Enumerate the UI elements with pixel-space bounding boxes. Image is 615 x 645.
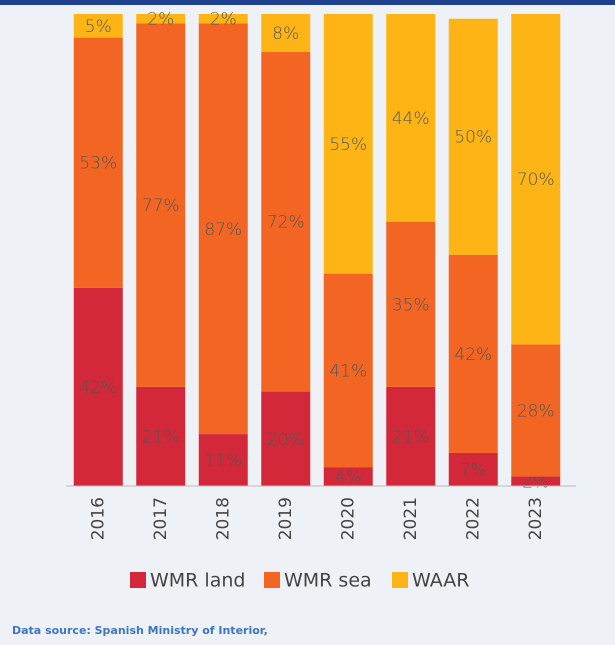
- bar-segment: [198, 23, 248, 435]
- data-label: 42%: [79, 378, 117, 398]
- bar-segment: [386, 14, 436, 222]
- x-tick-label: 2016: [88, 497, 108, 540]
- bar-segment: [198, 14, 248, 24]
- bar-segment: [323, 467, 373, 486]
- data-label: 42%: [454, 345, 492, 365]
- data-label: 2%: [210, 10, 237, 30]
- x-tick-label: 2023: [526, 497, 546, 540]
- bar-segment: [136, 23, 186, 387]
- bar-segment: [261, 14, 311, 52]
- x-tick-label: 2021: [401, 497, 421, 540]
- data-label: 2%: [147, 10, 174, 30]
- legend-swatch: [392, 572, 408, 588]
- data-label: 11%: [204, 451, 242, 471]
- bar-segment: [261, 51, 311, 392]
- data-label: 5%: [85, 17, 112, 37]
- data-label: 35%: [392, 295, 430, 315]
- bar-segment: [73, 14, 123, 38]
- data-label: 44%: [392, 109, 430, 129]
- data-label: 55%: [329, 135, 367, 155]
- x-tick-label: 2018: [213, 497, 233, 540]
- bar-segment: [511, 476, 561, 486]
- legend-label: WMR sea: [284, 570, 372, 592]
- bar-segment: [261, 391, 311, 486]
- data-label: 53%: [79, 154, 117, 174]
- data-label: 20%: [267, 430, 305, 450]
- bar-segment: [386, 386, 436, 486]
- top-bar: [0, 0, 615, 5]
- bar-segment: [323, 14, 373, 274]
- legend-label: WAAR: [412, 570, 469, 592]
- data-label: 4%: [335, 468, 362, 488]
- data-label: 21%: [392, 427, 430, 447]
- bar-segment: [448, 18, 498, 255]
- data-label: 8%: [272, 24, 299, 44]
- data-label: 70%: [517, 170, 555, 190]
- bar-segment: [323, 273, 373, 468]
- legend-label: WMR land: [150, 570, 245, 592]
- bar-segment: [136, 14, 186, 24]
- data-label: 2%: [522, 472, 549, 492]
- source-note: Data source: Spanish Ministry of Interio…: [12, 624, 268, 637]
- bar-segment: [73, 37, 123, 288]
- x-tick-label: 2017: [151, 497, 171, 540]
- data-label: 41%: [329, 361, 367, 381]
- bar-segment: [198, 434, 248, 486]
- bar-segment: [448, 254, 498, 453]
- bar-segment: [448, 452, 498, 486]
- bar-segment: [511, 344, 561, 477]
- bar-segment: [511, 14, 561, 345]
- data-label: 72%: [267, 213, 305, 233]
- data-label: 87%: [204, 220, 242, 240]
- data-label: 28%: [517, 401, 555, 421]
- x-tick-label: 2020: [338, 497, 358, 540]
- data-label: 21%: [142, 427, 180, 447]
- x-tick-label: 2022: [463, 497, 483, 540]
- legend-swatch: [264, 572, 280, 588]
- legend-swatch: [130, 572, 146, 588]
- bar-segment: [386, 221, 436, 387]
- data-label: 50%: [454, 128, 492, 148]
- data-label: 77%: [142, 196, 180, 216]
- x-tick-label: 2019: [276, 497, 296, 540]
- bar-segment: [73, 287, 123, 486]
- data-label: 7%: [460, 460, 487, 480]
- bar-segment: [136, 386, 186, 486]
